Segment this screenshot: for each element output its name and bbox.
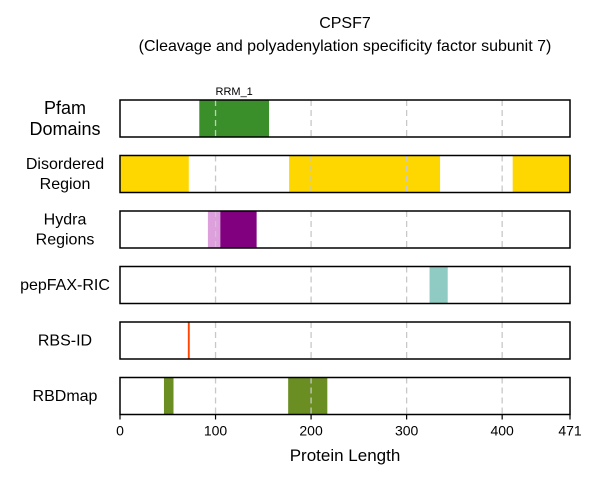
x-axis: 0 100 200 300 400 471 — [116, 414, 582, 439]
track-row: RBS-ID — [38, 321, 571, 360]
row-label: Regions — [36, 232, 95, 249]
feature-segment — [199, 100, 270, 137]
feature-segment — [163, 377, 174, 415]
row-label: Pfam — [44, 98, 86, 118]
track-border — [119, 265, 571, 305]
track-background — [120, 100, 570, 137]
feature-segment — [187, 322, 190, 359]
track-row: Hydra Regions — [36, 210, 571, 249]
track-border — [119, 154, 571, 194]
x-tick-label: 300 — [395, 423, 419, 439]
feature-segment — [512, 155, 570, 193]
x-tick-label: 100 — [204, 423, 228, 439]
track-background — [120, 266, 570, 304]
track-row: pepFAX-RIC — [20, 265, 571, 305]
track-row: RBDmap — [33, 376, 571, 416]
track-background — [120, 377, 570, 415]
chart-subtitle: (Cleavage and polyadenylation specificit… — [139, 38, 552, 55]
row-label: RBS-ID — [38, 333, 92, 350]
feature-segment — [288, 377, 328, 415]
track-border — [119, 99, 571, 138]
chart-title: CPSF7 — [319, 15, 371, 32]
x-axis-label: Protein Length — [290, 446, 401, 465]
track-background — [120, 322, 570, 359]
row-label: Hydra — [44, 212, 87, 229]
row-label: Disordered — [26, 156, 104, 173]
feature-segment — [289, 155, 441, 193]
track-border — [119, 321, 571, 360]
row-label: Region — [40, 176, 91, 193]
row-label: Domains — [29, 119, 100, 139]
track-row: Disordered Region — [26, 154, 571, 194]
feature-segment — [207, 211, 221, 248]
feature-segment — [429, 266, 448, 304]
track-background — [120, 211, 570, 248]
x-tick-label: 0 — [116, 423, 124, 439]
row-label: RBDmap — [33, 388, 98, 405]
track-border — [119, 210, 571, 249]
feature-segment — [120, 155, 189, 193]
track-border — [119, 376, 571, 416]
row-label: pepFAX-RIC — [20, 277, 110, 294]
x-tick-label: 471 — [558, 423, 582, 439]
feature-segment — [220, 211, 257, 248]
x-tick-label: 400 — [490, 423, 514, 439]
x-tick-label: 200 — [299, 423, 323, 439]
segment-annotation: RRM_1 — [216, 86, 253, 98]
